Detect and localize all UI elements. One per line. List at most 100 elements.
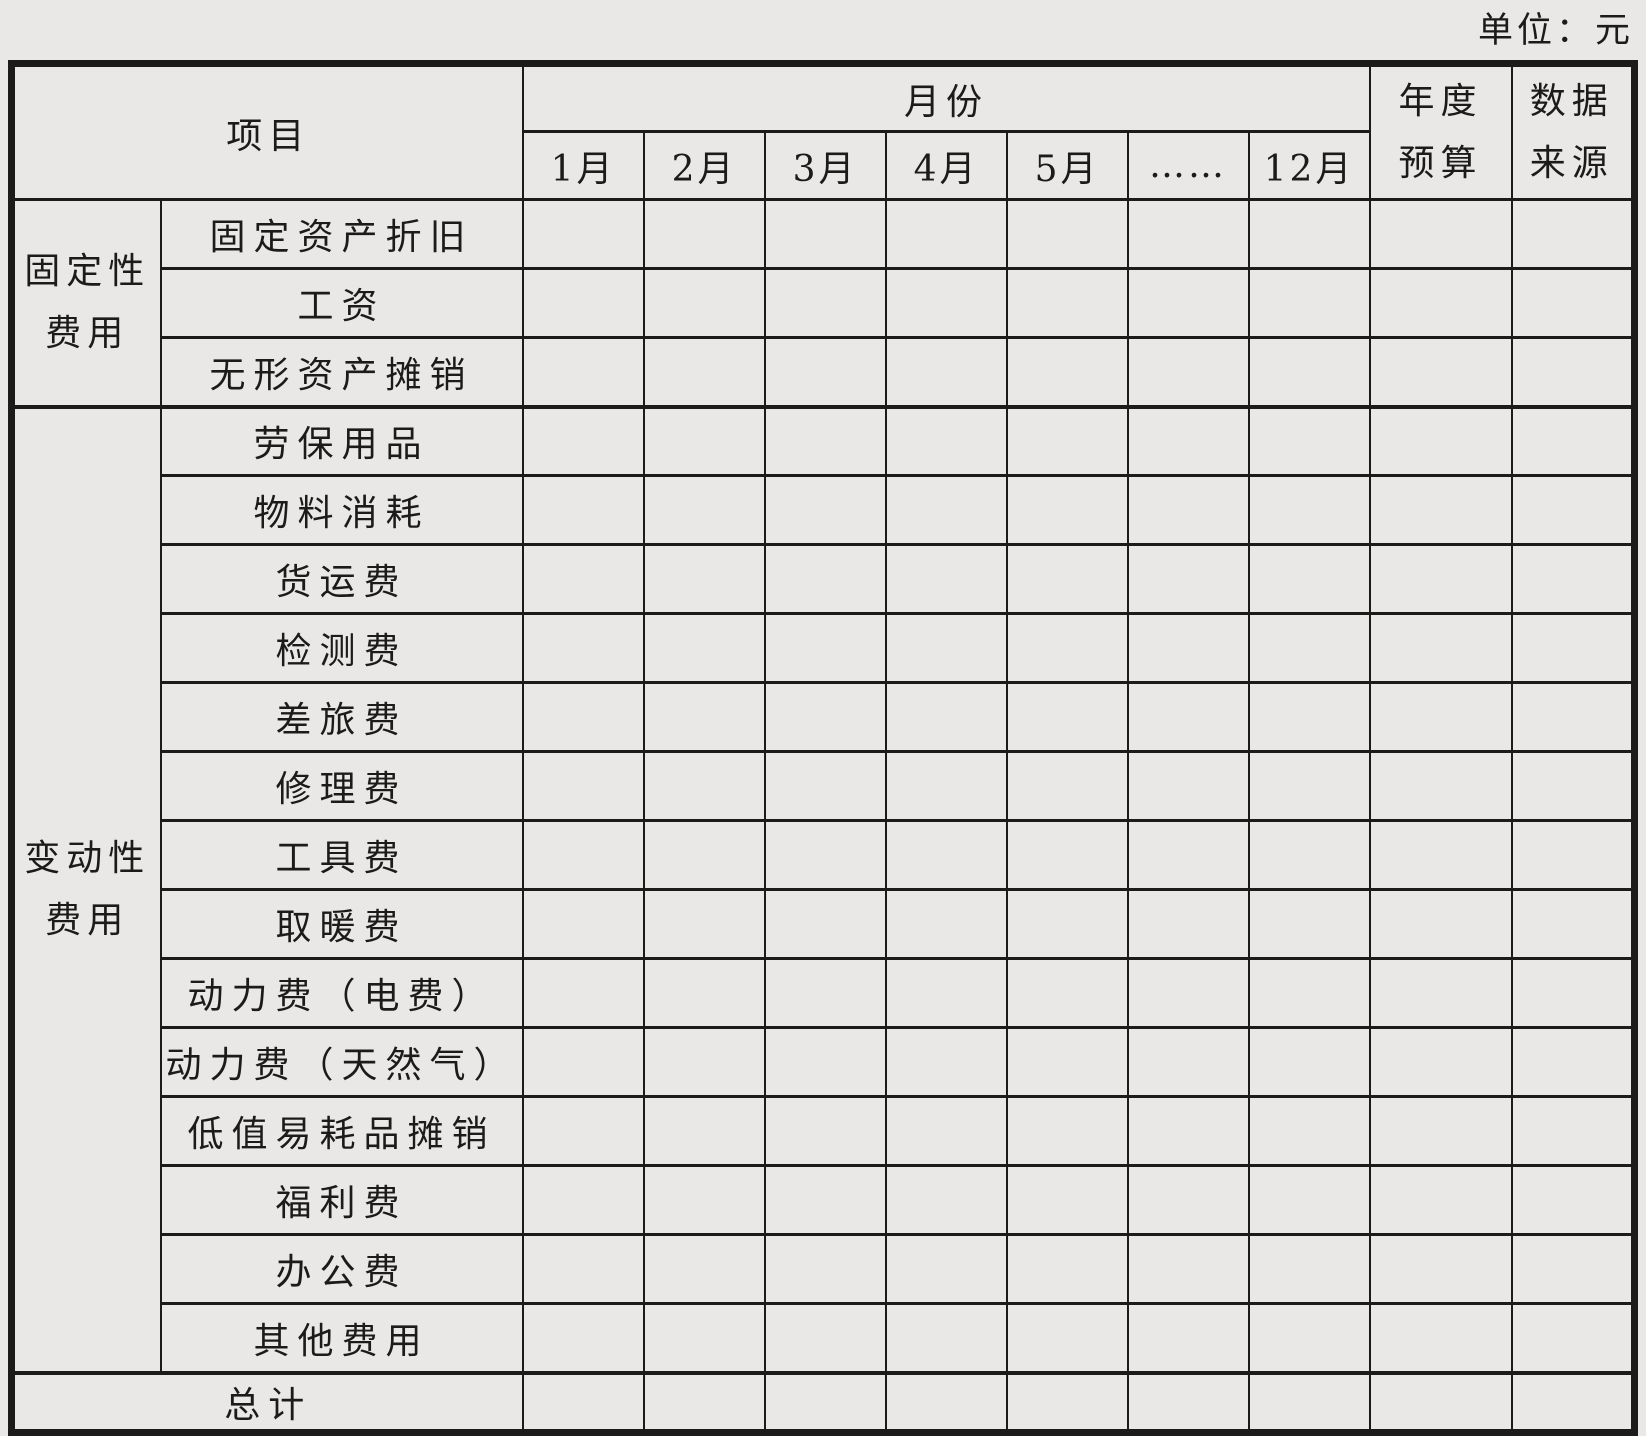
- value-cell: [1510, 1164, 1636, 1236]
- value-cell: [1126, 1095, 1250, 1167]
- value-cell: [1005, 1302, 1129, 1374]
- header-annual-budget-line2: 预算: [1398, 142, 1483, 184]
- table-row: 物料消耗: [12, 474, 1636, 546]
- value-cell: [1510, 336, 1636, 408]
- value-cell: [1368, 1164, 1513, 1236]
- value-cell: [642, 1164, 766, 1236]
- item-label-depreciation: 固定资产折旧: [159, 198, 524, 270]
- value-cell: [642, 474, 766, 546]
- table-row: 检测费: [12, 612, 1636, 684]
- value-cell: [521, 1233, 645, 1305]
- value-cell: [1510, 681, 1636, 753]
- item-label-labor-protection: 劳保用品: [159, 404, 524, 477]
- value-cell: [763, 404, 887, 477]
- value-cell: [763, 1370, 887, 1434]
- value-cell: [884, 1164, 1008, 1236]
- unit-note: 单位：元: [1477, 11, 1634, 51]
- group-label-variable-line2: 费用: [45, 899, 130, 941]
- value-cell: [521, 336, 645, 408]
- value-cell: [642, 543, 766, 615]
- value-cell: [1005, 1026, 1129, 1098]
- value-cell: [763, 1164, 887, 1236]
- value-cell: [884, 1370, 1008, 1434]
- value-cell: [1368, 1026, 1513, 1098]
- value-cell: [642, 1095, 766, 1167]
- value-cell: [763, 888, 887, 960]
- value-cell: [1126, 1233, 1250, 1305]
- value-cell: [763, 1095, 887, 1167]
- group-label-fixed-line2: 费用: [45, 312, 130, 354]
- value-cell: [1510, 267, 1636, 339]
- value-cell: [1005, 336, 1129, 408]
- value-cell: [1126, 336, 1250, 408]
- value-cell: [763, 543, 887, 615]
- value-cell: [521, 1164, 645, 1236]
- value-cell: [1005, 681, 1129, 753]
- header-row-1: 项目 月份 年度 预算 数据 来源: [10, 62, 1636, 201]
- value-cell: [1005, 612, 1129, 684]
- value-cell: [642, 404, 766, 477]
- value-cell: [642, 1370, 766, 1434]
- total-label: 总计: [10, 1370, 524, 1434]
- value-cell: [1126, 750, 1250, 822]
- header-item: 项目: [10, 62, 524, 201]
- item-label-heating: 取暖费: [159, 888, 524, 960]
- item-label-low-value-consumables: 低值易耗品摊销: [159, 1095, 524, 1167]
- value-cell: [1510, 957, 1636, 1029]
- value-cell: [1510, 404, 1636, 477]
- value-cell: [1126, 404, 1250, 477]
- value-cell: [1247, 1233, 1371, 1305]
- value-cell: [1368, 612, 1513, 684]
- value-cell: [1005, 888, 1129, 960]
- value-cell: [763, 750, 887, 822]
- value-cell: [1126, 267, 1250, 339]
- value-cell: [1005, 1164, 1129, 1236]
- total-row: 总计: [10, 1370, 1636, 1434]
- item-label-repair: 修理费: [159, 750, 524, 822]
- item-label-inspection: 检测费: [159, 612, 524, 684]
- value-cell: [884, 681, 1008, 753]
- value-cell: [521, 543, 645, 615]
- value-cell: [521, 198, 645, 270]
- value-cell: [1247, 267, 1371, 339]
- value-cell: [642, 681, 766, 753]
- value-cell: [521, 267, 645, 339]
- table-row: 工资: [12, 267, 1636, 339]
- value-cell: [521, 1302, 645, 1374]
- value-cell: [642, 750, 766, 822]
- value-cell: [1247, 750, 1371, 822]
- value-cell: [1005, 1095, 1129, 1167]
- value-cell: [642, 1233, 766, 1305]
- value-cell: [521, 957, 645, 1029]
- value-cell: [1126, 543, 1250, 615]
- item-label-power-gas: 动力费（天然气）: [159, 1026, 524, 1098]
- value-cell: [1368, 336, 1513, 408]
- value-cell: [642, 198, 766, 270]
- value-cell: [1368, 1302, 1513, 1374]
- value-cell: [763, 474, 887, 546]
- value-cell: [1510, 1026, 1636, 1098]
- value-cell: [763, 1026, 887, 1098]
- table-row: 取暖费: [12, 888, 1636, 960]
- table-row: 低值易耗品摊销: [12, 1095, 1636, 1167]
- value-cell: [1368, 543, 1513, 615]
- value-cell: [521, 1026, 645, 1098]
- value-cell: [1126, 888, 1250, 960]
- value-cell: [1126, 1370, 1250, 1434]
- value-cell: [884, 404, 1008, 477]
- table-row: 货运费: [12, 543, 1636, 615]
- header-month-group: 月份: [521, 62, 1371, 133]
- header-data-source-line1: 数据: [1529, 80, 1614, 122]
- value-cell: [1005, 474, 1129, 546]
- value-cell: [1126, 612, 1250, 684]
- value-cell: [1126, 1164, 1250, 1236]
- value-cell: [1247, 957, 1371, 1029]
- value-cell: [1247, 681, 1371, 753]
- value-cell: [521, 681, 645, 753]
- value-cell: [763, 612, 887, 684]
- value-cell: [642, 1026, 766, 1098]
- header-data-source: 数据 来源: [1510, 62, 1636, 201]
- value-cell: [884, 198, 1008, 270]
- value-cell: [1510, 1233, 1636, 1305]
- table-row: 修理费: [12, 750, 1636, 822]
